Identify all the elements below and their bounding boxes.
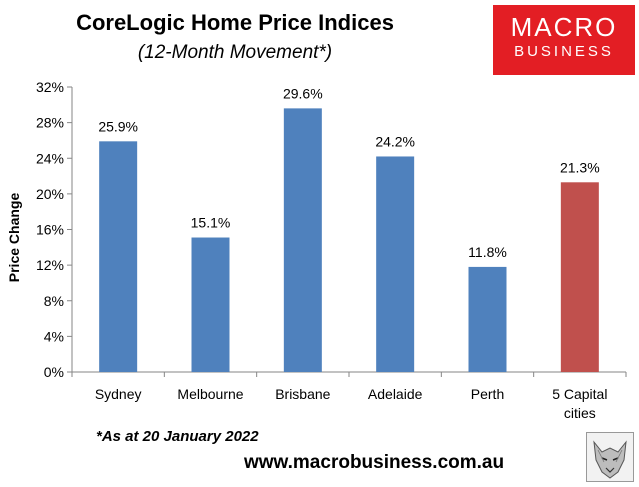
bar-perth [468, 266, 507, 372]
macrobusiness-logo: MACRO BUSINESS [493, 5, 635, 75]
y-tick-label: 24% [36, 150, 64, 166]
bar-5-capital-cities [560, 182, 599, 372]
x-tick-label: cities [564, 405, 596, 421]
website-url[interactable]: www.macrobusiness.com.au [244, 452, 505, 473]
wolf-emblem-icon [586, 432, 634, 482]
y-tick-label: 28% [36, 115, 64, 131]
y-tick-label: 16% [36, 222, 64, 238]
y-tick-label: 20% [36, 186, 64, 202]
bar-melbourne [191, 237, 230, 372]
y-tick-label: 0% [44, 364, 64, 380]
bar-value-label: 29.6% [283, 85, 323, 101]
chart-title: CoreLogic Home Price Indices [76, 10, 394, 35]
x-tick-label: Melbourne [177, 386, 243, 402]
bar-value-label: 15.1% [191, 215, 231, 231]
bar-value-label: 25.9% [98, 118, 138, 134]
bar-value-label: 21.3% [560, 159, 600, 175]
y-tick-label: 12% [36, 257, 64, 273]
x-tick-label: Sydney [95, 386, 142, 402]
y-axis-title: Price Change [6, 193, 22, 283]
x-tick-label: Brisbane [275, 386, 330, 402]
y-tick-label: 8% [44, 293, 64, 309]
x-tick-label: Adelaide [368, 386, 423, 402]
bar-sydney [99, 141, 138, 372]
x-tick-label: Perth [471, 386, 504, 402]
bar-value-label: 11.8% [468, 244, 507, 260]
bar-adelaide [376, 156, 415, 372]
bar-brisbane [283, 108, 322, 372]
x-tick-label: 5 Capital [552, 386, 607, 402]
chart-subtitle: (12-Month Movement*) [137, 42, 333, 63]
y-tick-label: 4% [44, 328, 64, 344]
y-tick-label: 32% [36, 79, 64, 95]
logo-text-business: BUSINESS [514, 43, 614, 60]
bar-value-label: 24.2% [375, 133, 415, 149]
logo-text-macro: MACRO [510, 12, 618, 42]
footnote: *As at 20 January 2022 [96, 428, 259, 445]
